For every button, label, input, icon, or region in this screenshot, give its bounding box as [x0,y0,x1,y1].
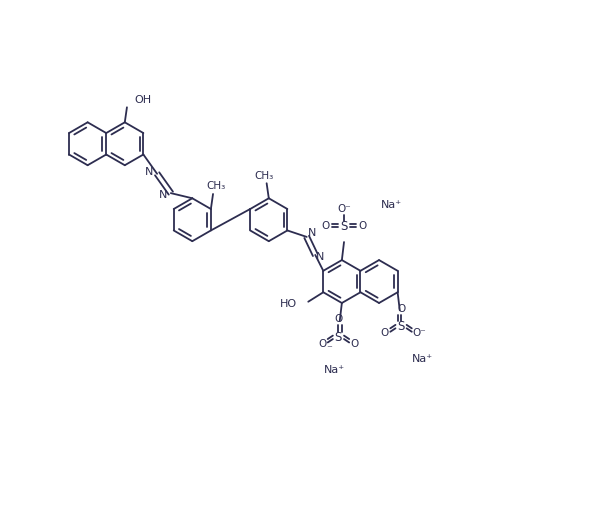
Text: N: N [145,167,154,177]
Text: Na⁺: Na⁺ [412,354,433,364]
Text: OH: OH [134,95,151,105]
Text: S: S [335,331,342,344]
Text: N: N [308,229,316,238]
Text: O: O [351,339,359,349]
Text: O: O [381,328,389,338]
Text: O⁻: O⁻ [337,203,351,214]
Text: O: O [334,314,343,324]
Text: N: N [316,252,325,262]
Text: O: O [318,339,326,349]
Text: Na⁺: Na⁺ [324,365,345,374]
Text: O: O [358,221,366,231]
Text: CH₃: CH₃ [254,170,273,181]
Text: O: O [322,221,330,231]
Text: O: O [397,303,405,314]
Text: S: S [397,320,405,333]
Text: S: S [340,220,348,233]
Text: CH₃: CH₃ [207,181,226,191]
Text: O⁻: O⁻ [412,328,426,338]
Text: ⁻: ⁻ [326,345,332,354]
Text: Na⁺: Na⁺ [381,200,402,210]
Text: N: N [159,190,167,200]
Text: HO: HO [280,299,297,310]
